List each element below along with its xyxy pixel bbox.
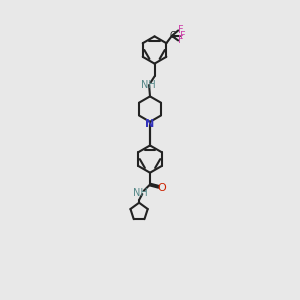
Text: N: N: [146, 118, 154, 129]
Text: NH: NH: [133, 188, 148, 198]
Text: F: F: [178, 35, 183, 46]
Text: O: O: [157, 183, 166, 193]
Text: NH: NH: [141, 80, 156, 89]
Text: F: F: [178, 26, 183, 35]
Text: F: F: [180, 31, 185, 41]
Text: C: C: [169, 31, 176, 40]
